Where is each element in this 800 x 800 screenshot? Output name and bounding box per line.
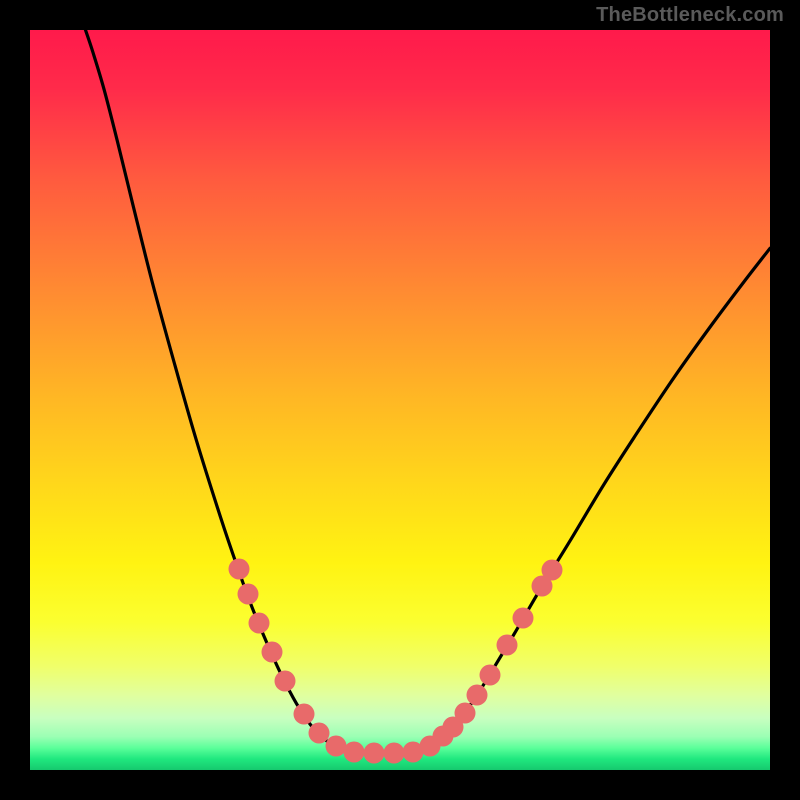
data-marker bbox=[384, 742, 405, 763]
data-marker bbox=[541, 560, 562, 581]
data-marker bbox=[249, 613, 270, 634]
data-marker bbox=[344, 741, 365, 762]
watermark-text: TheBottleneck.com bbox=[596, 4, 784, 27]
data-marker bbox=[480, 664, 501, 685]
data-marker bbox=[455, 703, 476, 724]
chart-canvas: TheBottleneck.com bbox=[0, 0, 800, 800]
data-marker bbox=[293, 703, 314, 724]
data-marker bbox=[364, 742, 385, 763]
data-marker bbox=[497, 634, 518, 655]
plot-area bbox=[30, 30, 770, 770]
data-marker bbox=[466, 685, 487, 706]
data-marker bbox=[512, 608, 533, 629]
data-marker bbox=[261, 642, 282, 663]
data-marker bbox=[237, 583, 258, 604]
data-marker bbox=[275, 671, 296, 692]
data-marker bbox=[228, 559, 249, 580]
markers-layer bbox=[30, 30, 770, 770]
